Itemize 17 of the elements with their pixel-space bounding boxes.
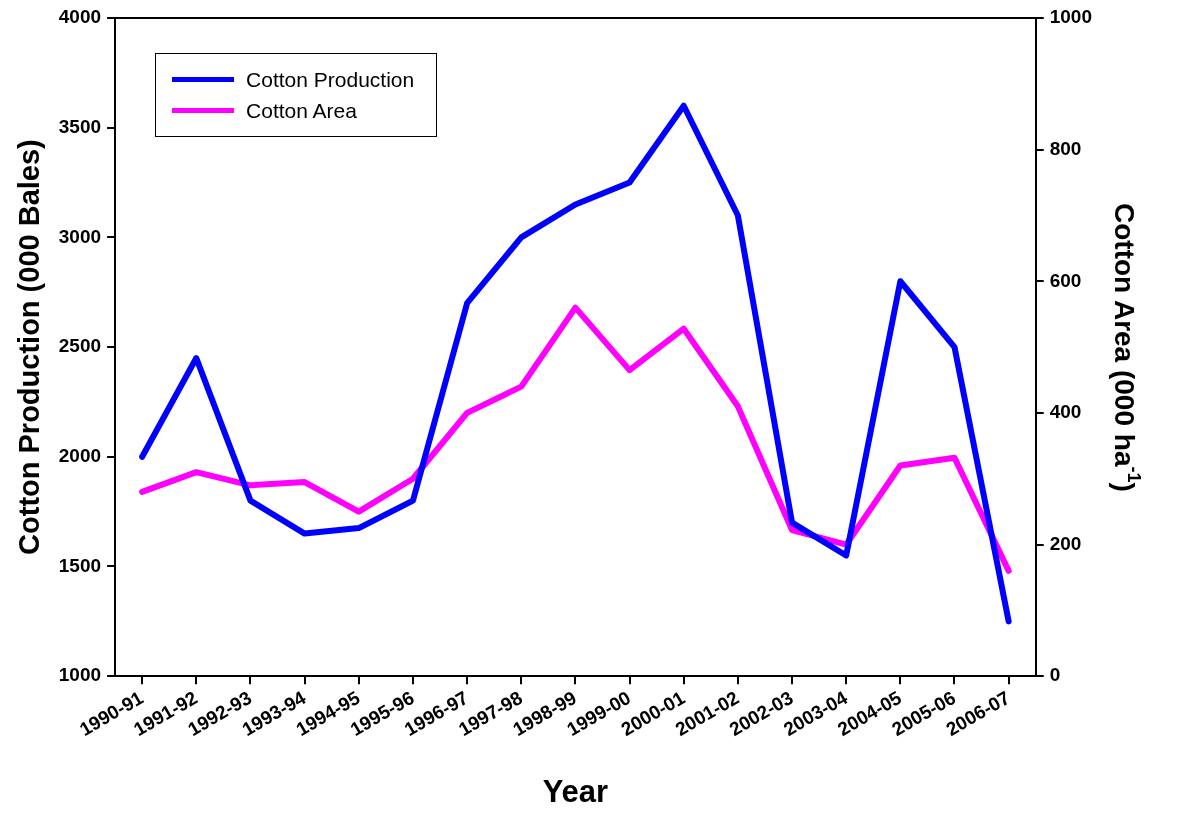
legend-label: Cotton Area (246, 98, 357, 123)
y-tick-label: 3000 (58, 225, 102, 247)
y2-tick-label: 400 (1049, 401, 1082, 423)
y-tick-label: 2000 (58, 445, 102, 467)
y2-tick-label: 200 (1049, 532, 1082, 554)
x-axis-title: Year (542, 773, 609, 809)
y2-tick-label: 600 (1049, 269, 1082, 291)
legend-label: Cotton Production (246, 67, 415, 92)
y-tick-label: 4000 (58, 6, 102, 28)
y-tick-label: 2500 (58, 335, 102, 357)
y-axis-title: Cotton Production (000 Bales) (13, 139, 46, 555)
y2-tick-label: 0 (1049, 664, 1061, 686)
y-tick-label: 3500 (58, 115, 102, 137)
y-tick-label: 1000 (58, 664, 102, 686)
y2-tick-label: 1000 (1049, 6, 1093, 28)
y2-tick-label: 800 (1049, 137, 1082, 159)
y-tick-label: 1500 (58, 554, 102, 576)
